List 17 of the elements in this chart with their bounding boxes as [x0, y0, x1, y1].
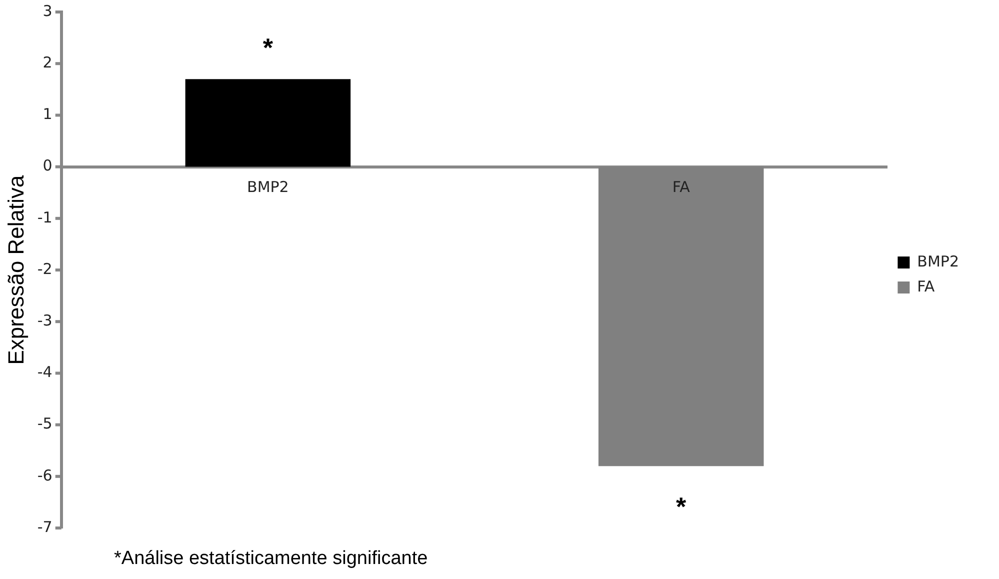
y-tick-label: -6: [37, 466, 52, 484]
legend-label: FA: [917, 277, 936, 296]
y-tick-label: 1: [42, 105, 52, 124]
text: *Análise estatísticamente significante: [114, 548, 428, 570]
y-tick-label: 3: [42, 2, 52, 20]
y-tick-label: -7: [37, 518, 52, 536]
y-tick-label: -1: [37, 208, 52, 226]
y-tick-label: -3: [37, 311, 52, 330]
y-tick-label: 0: [42, 156, 52, 175]
y-tick-label: -4: [37, 363, 52, 382]
annotation: *: [676, 491, 688, 522]
annotation: *: [262, 32, 274, 62]
y-tick-label: 2: [42, 53, 52, 72]
y-tick-label: -5: [37, 414, 52, 433]
legend-label: BMP2: [917, 252, 960, 270]
y-tick-label: -2: [37, 260, 52, 278]
y-axis-title: Expressão Relativa: [3, 174, 28, 365]
